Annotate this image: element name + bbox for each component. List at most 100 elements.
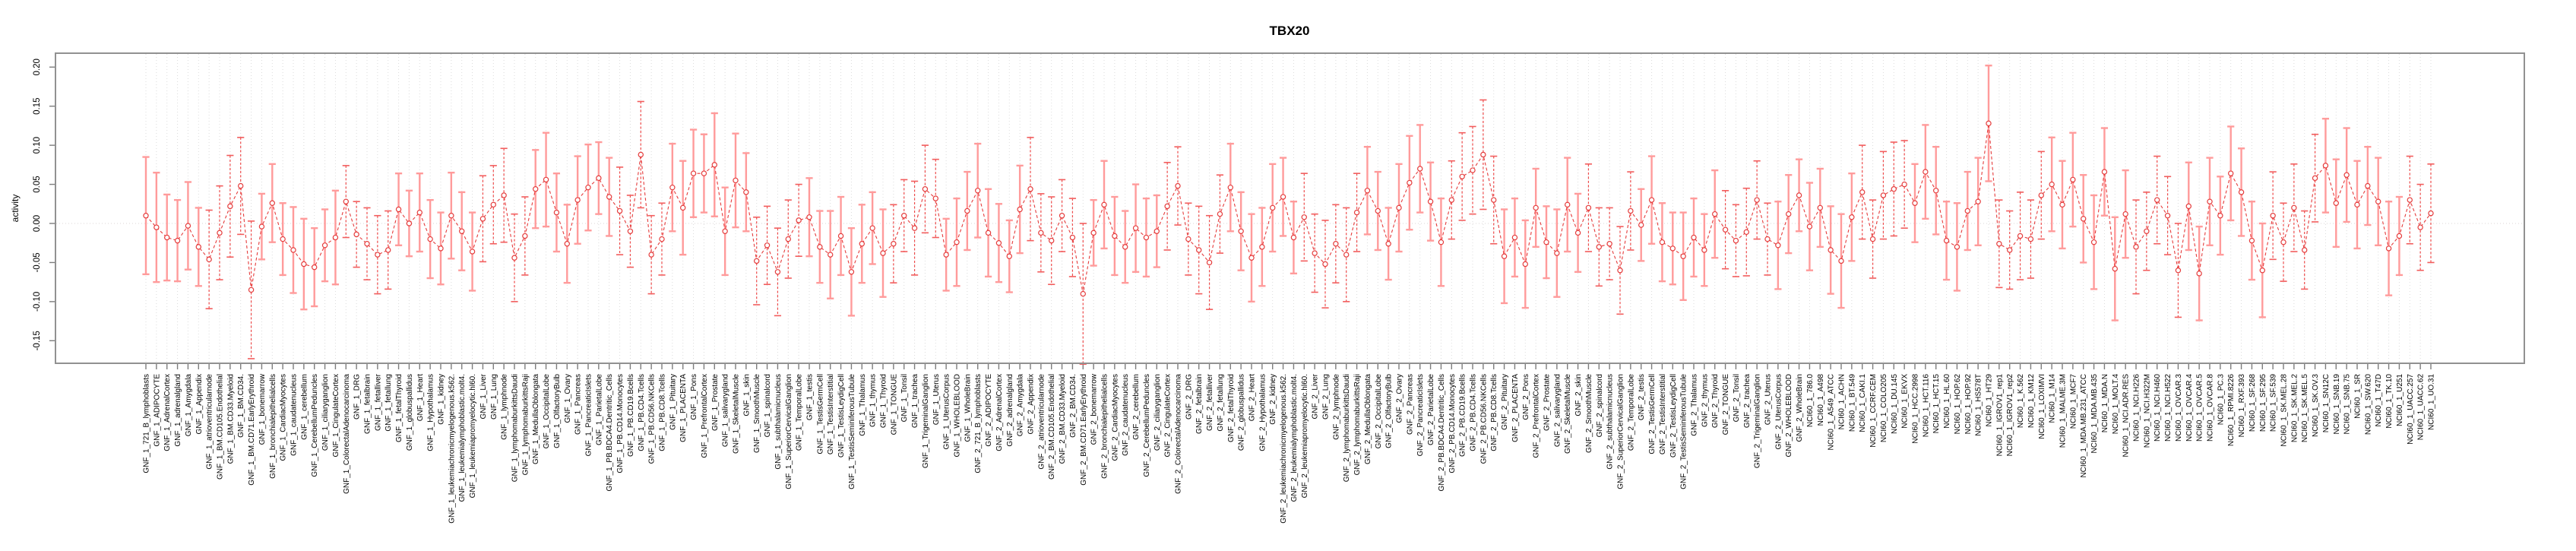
x-tick-label: GNF_2_TestisGermCell (1648, 374, 1657, 454)
x-tick-label: GNF_1_globuspallidus (406, 374, 414, 451)
data-point (1912, 200, 1918, 206)
x-tick-label: GNF_2_CerebellumPeduncles (1143, 374, 1151, 477)
data-point (195, 244, 201, 250)
data-point (2101, 169, 2108, 175)
data-point (2270, 213, 2276, 219)
data-point (1343, 252, 1350, 258)
data-point (1891, 186, 1897, 192)
data-point (1543, 239, 1549, 245)
x-tick-label: GNF_2_ADIPOCYTE (985, 374, 993, 447)
data-point (1491, 197, 1497, 203)
data-point (2302, 247, 2308, 253)
data-point (375, 252, 381, 258)
x-tick-label: GNF_2_PancreaticIslets (1416, 374, 1425, 456)
data-point (1164, 203, 1170, 210)
data-point (459, 228, 465, 234)
data-point (1691, 234, 1697, 241)
data-point (533, 186, 539, 192)
data-point (711, 162, 717, 168)
data-point (796, 217, 802, 223)
data-point (1501, 253, 1508, 259)
data-point (1712, 211, 1718, 217)
data-point (469, 249, 476, 255)
data-points (143, 120, 2434, 297)
data-point (964, 207, 970, 214)
data-point (2049, 181, 2055, 188)
x-tick-label: GNF_1_kidney (438, 374, 446, 425)
x-tick-label: GNF_2_BM.CD71.EarlyErythroid (1080, 374, 1088, 486)
data-point (269, 200, 275, 206)
data-point (185, 223, 191, 229)
x-tick-label: GNF_2_leukemiachronicmyelogenous.k562. (1280, 374, 1288, 524)
x-tick-label: GNF_2_Pancreas (1406, 374, 1414, 435)
data-point (1522, 261, 1528, 268)
data-point (1764, 236, 1771, 242)
x-tick-label: GNF_2_UterusCorpus (1774, 374, 1783, 449)
data-point (1838, 258, 1844, 264)
x-tick-label: NCI60_1_SNB.75 (2343, 374, 2352, 435)
data-point (2385, 245, 2392, 252)
data-point (848, 269, 855, 275)
data-point (2217, 213, 2223, 219)
data-point (1986, 120, 1992, 127)
data-point (2070, 176, 2076, 183)
x-tick-label: GNF_2_OccipitalLobe (1375, 374, 1383, 449)
x-tick-label: GNF_1_AdrenalCortex (163, 374, 172, 451)
x-tick-label: NCI60_1_SK.OV.3 (2312, 374, 2320, 437)
x-tick-label: GNF_2_Appendix (1027, 374, 1036, 435)
x-tick-label: GNF_2_fetalliver (1206, 373, 1214, 431)
data-point (448, 213, 454, 219)
data-point (1049, 237, 1055, 244)
x-tick-label: GNF_1_adrenalgland (174, 374, 182, 447)
x-tick-label: NCI60_1_MDA.MB.435 (2090, 374, 2099, 454)
data-point (238, 182, 244, 189)
x-tick-label: NCI60_1_A498 (1817, 374, 1825, 426)
x-tick-label: GNF_1_TemporalLobe (796, 374, 804, 451)
data-point (817, 244, 823, 250)
x-tick-label: NCI60_1_PC.3 (2217, 374, 2225, 426)
series-dashed-line (145, 123, 2432, 294)
data-point (943, 252, 949, 258)
x-tick-label: NCI60_1_T47D (2375, 374, 2383, 426)
data-point (1438, 239, 1445, 245)
x-tick-label: GNF_2_bronchialepithelialcells (1101, 374, 1109, 479)
x-tick-label: GNF_2_CardiacMyocytes (1111, 374, 1119, 461)
x-tick-label: NCI60_1_HS578T (1975, 374, 1983, 436)
x-tick-label: GNF_1_CerebellumPeduncles (311, 374, 319, 477)
x-tick-label: GNF_2_BM.CD34. (1069, 374, 1078, 438)
data-point (743, 189, 749, 195)
x-tick-label: NCI60_1_LOXIMVI (2038, 374, 2046, 439)
x-tick-label: GNF_2_kidney (1269, 374, 1277, 425)
data-point (1059, 213, 1065, 219)
x-tick-label: NCI60_1_SNB.19 (2333, 374, 2341, 435)
data-point (1385, 241, 1391, 247)
x-tick-label: GNF_1_bronchialepithelialcells (269, 374, 277, 479)
x-tick-label: NCI60_1_NCI.H460 (2154, 374, 2162, 442)
data-point (2122, 211, 2128, 217)
x-tick-label: GNF_2_PB.CD19.Bcells (1459, 374, 1467, 457)
data-point (1217, 211, 1223, 217)
x-tick-label: GNF_2_ColorectalAdenocarcinoma (1175, 374, 1183, 494)
x-tick-label: GNF_1_caudatenucleus (290, 374, 299, 456)
x-tick-label: GNF_1_ciliaryganglion (321, 374, 330, 451)
data-point (280, 236, 286, 242)
data-point (553, 209, 560, 216)
x-tick-label: GNF_2_PrefrontalCortex (1533, 374, 1541, 458)
data-point (1585, 204, 1592, 211)
x-tick-label: GNF_2_subthalamicnucleus (1606, 374, 1615, 470)
x-axis-labels: GNF_1_721_B_lymphoblasts GNF_1_ADIPOCYTE G… (143, 373, 2436, 524)
data-point (1122, 244, 1128, 250)
x-tick-label: GNF_1_TestisGermCell (816, 374, 824, 454)
x-tick-label: GNF_2_Thyroid (1711, 374, 1720, 428)
data-point (2038, 192, 2044, 198)
data-point (2375, 198, 2381, 204)
x-tick-label: GNF_2_OlfactoryBulb (1385, 374, 1394, 448)
data-point (932, 195, 938, 201)
x-tick-label: NCI60_1_NCI.H322M (2143, 374, 2151, 448)
x-tick-label: GNF_1_PB.BDCA4.Dentritic_Cells (606, 374, 614, 492)
data-point (1480, 151, 1486, 158)
data-point (2365, 182, 2371, 189)
x-tick-label: GNF_1_PB.CD4.Tcells (638, 374, 646, 451)
data-point (1964, 207, 1970, 214)
x-tick-label: GNF_1_PB.CD14.Monocytes (616, 374, 625, 473)
